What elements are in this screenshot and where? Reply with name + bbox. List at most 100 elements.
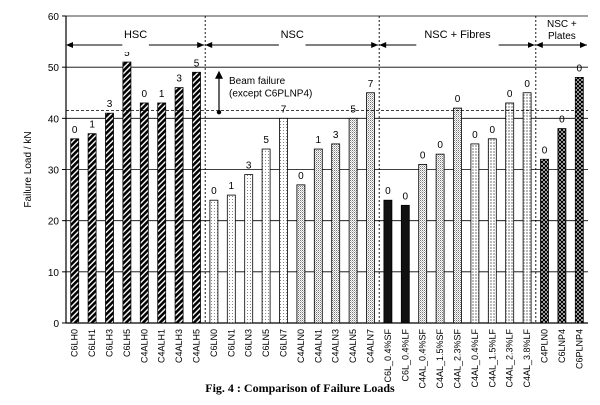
bar <box>453 107 462 324</box>
bar <box>557 128 567 324</box>
group-label: HSC <box>124 29 147 41</box>
bar-data-label: 1 <box>89 120 95 131</box>
bar-data-label: 5 <box>124 48 130 59</box>
x-tick-label: C4AL_0.4%LF <box>470 329 480 388</box>
bar <box>418 163 428 324</box>
x-tick-label: C6LN1 <box>226 329 236 357</box>
group-label: NSC <box>281 29 304 41</box>
x-tick-label: C4PLN0 <box>540 329 550 363</box>
bar <box>122 61 132 324</box>
bar-data-label: 0 <box>455 94 461 105</box>
y-tick-label: 50 <box>48 63 60 74</box>
y-tick-label: 10 <box>48 268 60 279</box>
annotation-arrowhead <box>215 70 223 79</box>
annotation-text: (except C6PLNP4) <box>229 88 312 99</box>
bar <box>105 112 114 324</box>
bar <box>87 133 97 324</box>
x-tick-label: C4AL_1.5%LF <box>487 329 497 388</box>
bar <box>244 174 254 324</box>
group-label: NSC + Fibres <box>424 29 491 41</box>
bar <box>470 143 480 324</box>
x-tick-label: C6L_0.4%LF <box>400 329 410 382</box>
x-tick-label: C6LN7 <box>279 329 289 357</box>
bar-data-label: 1 <box>316 135 322 146</box>
bar-data-label: 5 <box>194 58 200 69</box>
annotation-text: Beam failure <box>229 76 286 87</box>
bar-data-label: 7 <box>281 104 287 115</box>
bar-data-label: 3 <box>333 130 339 141</box>
x-tick-label: C4ALH1 <box>157 329 167 363</box>
bar-data-label: 0 <box>490 125 496 136</box>
x-tick-label: C4ALN3 <box>331 329 341 363</box>
bar-data-label: 0 <box>437 140 443 151</box>
x-tick-label: C4AL_2.3%LF <box>505 329 515 388</box>
bar <box>540 158 549 324</box>
group-label-bg <box>416 38 499 52</box>
bar <box>192 71 201 324</box>
group-label-bg <box>278 38 306 52</box>
bar-data-label: 3 <box>176 74 182 85</box>
x-tick-label: C6LH3 <box>105 329 115 357</box>
x-tick-label: C4ALH5 <box>192 329 202 363</box>
bar-data-label: 0 <box>559 115 565 126</box>
bar-data-label: 3 <box>107 99 113 110</box>
x-tick-label: C6L_0.4%SF <box>383 328 393 382</box>
bar-data-label: 0 <box>142 89 148 100</box>
y-axis-label: Failure Load / kN <box>23 131 34 207</box>
bar-data-label: 1 <box>229 181 235 192</box>
annotation-dot <box>216 109 222 115</box>
bar <box>139 102 149 324</box>
bar <box>261 148 271 324</box>
bar <box>296 184 306 324</box>
group-label: NSC + <box>547 19 577 30</box>
x-tick-label: C6LNP4 <box>557 329 567 363</box>
bar <box>174 87 184 324</box>
bar <box>157 102 167 324</box>
y-tick-label: 40 <box>48 114 60 125</box>
x-tick-label: C4AL_1.5%SF <box>435 329 445 389</box>
x-tick-label: C4AL_3.8%LF <box>522 329 532 388</box>
x-tick-label: C6LH0 <box>70 329 80 357</box>
bar <box>279 117 288 324</box>
bar-data-label: 0 <box>542 145 548 156</box>
bar <box>331 143 341 324</box>
bar-data-label: 0 <box>72 125 78 136</box>
bar-data-label: 0 <box>472 130 478 141</box>
group-label-bg <box>122 38 149 52</box>
x-tick-label: C4ALH3 <box>174 329 184 363</box>
bar-data-label: 0 <box>420 150 426 161</box>
y-tick-label: 30 <box>48 166 60 177</box>
y-tick-label: 0 <box>53 319 59 330</box>
x-tick-label: C6LH5 <box>122 329 132 357</box>
bar <box>348 117 358 324</box>
group-label: Plates <box>548 31 576 42</box>
bar-data-label: 0 <box>298 171 304 182</box>
bar-data-label: 0 <box>385 186 391 197</box>
bar <box>313 148 323 324</box>
x-tick-label: C4ALH0 <box>139 329 149 363</box>
bar <box>522 92 532 324</box>
bar <box>366 92 375 324</box>
bar <box>383 199 393 324</box>
bar-data-label: 5 <box>350 104 356 115</box>
x-tick-label: C4ALN5 <box>348 329 358 363</box>
x-tick-label: C6LN3 <box>244 329 254 357</box>
bar-data-label: 7 <box>368 79 374 90</box>
bar <box>574 77 584 324</box>
bar <box>70 138 80 324</box>
bar-data-label: 0 <box>524 79 530 90</box>
x-tick-label: C6LH1 <box>87 329 97 357</box>
x-tick-label: C4ALN0 <box>296 329 306 363</box>
bar <box>435 153 445 324</box>
bar <box>505 102 515 324</box>
bar <box>209 199 219 324</box>
bar-data-label: 1 <box>159 89 165 100</box>
x-tick-label: C4ALN7 <box>366 329 376 363</box>
bar-data-label: 0 <box>211 186 217 197</box>
x-tick-label: C6LN0 <box>209 329 219 357</box>
x-tick-label: C4AL_0.4%SF <box>418 329 428 389</box>
bar-data-label: 5 <box>263 135 269 146</box>
bar <box>487 138 497 324</box>
x-tick-label: C4ALN1 <box>313 329 323 363</box>
